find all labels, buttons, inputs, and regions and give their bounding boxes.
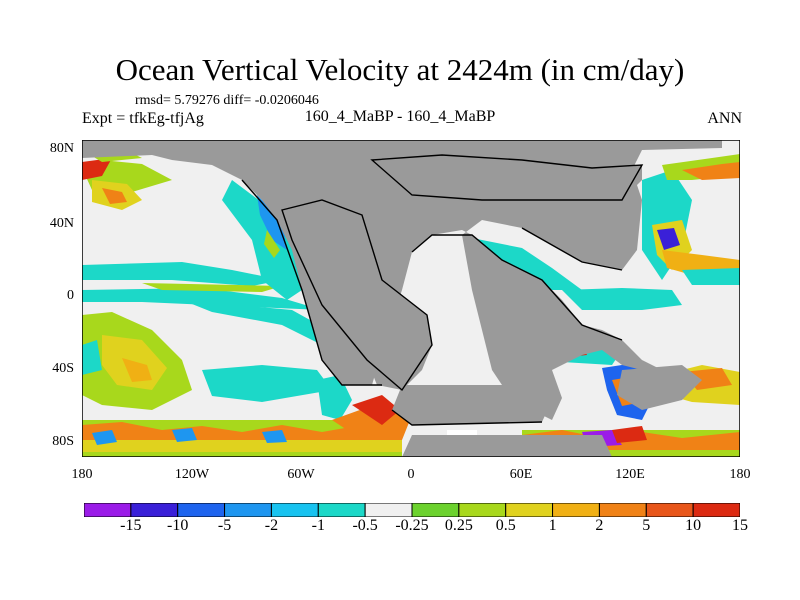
color-patch	[122, 358, 152, 382]
colorbar-label: -0.5	[352, 517, 378, 534]
color-patch	[657, 228, 680, 250]
colorbar-swatch	[692, 503, 740, 517]
color-patch	[202, 365, 332, 402]
season-label: ANN	[707, 110, 742, 127]
color-patch	[612, 426, 647, 443]
coastline	[370, 154, 644, 201]
colorbar-label: 2	[595, 517, 604, 534]
color-patch	[352, 395, 400, 425]
y-tick-label: 80N	[49, 141, 74, 156]
colorbar-swatch	[177, 503, 226, 517]
colorbar-label: 1	[548, 517, 557, 534]
colorbar-swatch	[364, 503, 413, 517]
colorbar-label: -10	[167, 517, 189, 534]
color-patch	[264, 230, 280, 258]
x-tick-label: 120E	[615, 467, 645, 482]
rmsd-diff-stats: rmsd= 5.79276 diff= -0.0206046	[135, 93, 319, 108]
colorbar-label: 10	[685, 517, 702, 534]
color-patch	[562, 288, 682, 310]
ice-patch	[447, 430, 477, 435]
colorbar-label: 0.25	[444, 517, 473, 534]
color-patch	[102, 188, 127, 204]
color-patch	[142, 283, 282, 292]
colorbar-label: -5	[217, 517, 232, 534]
map-svg	[82, 140, 740, 457]
colorbar-label: 15	[732, 517, 748, 534]
color-patch	[82, 158, 112, 180]
x-tick-label: 120W	[174, 467, 210, 482]
colorbar-swatch	[505, 503, 554, 517]
ocean-velocity-map	[82, 140, 740, 457]
colorbar-swatch	[317, 503, 366, 517]
color-patch	[262, 430, 287, 443]
x-tick-label: 60W	[287, 467, 315, 482]
color-patch	[472, 238, 582, 290]
land-mass	[617, 365, 702, 410]
x-tick-label: 0	[407, 467, 415, 482]
y-tick-label: 40S	[52, 361, 74, 376]
color-patch	[82, 262, 282, 286]
colorbar-swatch	[84, 503, 132, 517]
colorbar-swatch	[130, 503, 179, 517]
color-patch	[257, 195, 287, 250]
experiment-label: Expt = tfkEg-tfjAg	[82, 110, 204, 127]
colorbar-swatch	[224, 503, 272, 517]
color-patch	[82, 340, 102, 375]
land-mass	[282, 200, 432, 390]
x-tick-label: 60E	[509, 467, 533, 482]
colorbar-swatch	[458, 503, 507, 517]
land-mass	[372, 155, 642, 210]
color-patch	[222, 180, 302, 300]
land-mass	[392, 385, 552, 425]
x-tick-label: 180	[71, 467, 93, 482]
colorbar-swatch	[270, 503, 319, 517]
colorbar-swatch	[645, 503, 694, 517]
y-tick-label: 80S	[52, 434, 74, 449]
land-mass	[82, 140, 162, 158]
colorbar-label: -1	[311, 517, 325, 534]
case-label: 160_4_MaBP - 160_4_MaBP	[304, 108, 496, 125]
colorbar	[84, 503, 740, 517]
color-patch	[172, 428, 197, 442]
x-tick-label: 180	[729, 467, 751, 482]
colorbar-swatch	[598, 503, 647, 517]
colorbar-label: 5	[642, 517, 651, 534]
color-patch	[82, 440, 402, 452]
colorbar-label: -15	[120, 517, 142, 534]
y-tick-label: 40N	[49, 216, 74, 231]
color-patch	[682, 268, 740, 285]
colorbar-swatch	[552, 503, 600, 517]
colorbar-label: -0.25	[395, 517, 429, 534]
color-patch	[682, 162, 740, 180]
colorbar-swatch	[411, 503, 460, 517]
colorbar-label: -2	[264, 517, 279, 534]
color-patch	[82, 288, 322, 310]
color-patch	[92, 430, 117, 445]
coastline	[281, 199, 433, 392]
color-patch	[82, 422, 402, 440]
y-tick-label: 0	[67, 288, 74, 303]
colorbar-label: 0.5	[495, 517, 516, 534]
page-title: Ocean Vertical Velocity at 2424m (in cm/…	[115, 52, 685, 87]
land-mass	[402, 435, 612, 457]
color-patch	[182, 300, 337, 345]
coastline	[241, 179, 623, 426]
color-patch	[317, 375, 352, 420]
